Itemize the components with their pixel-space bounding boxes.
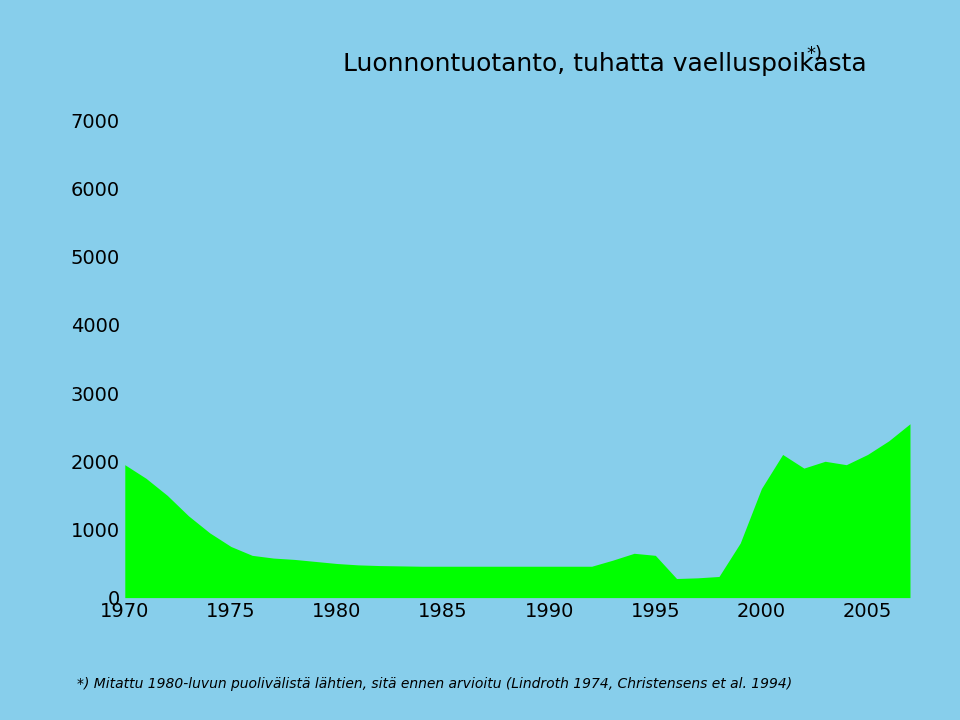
Text: *): *) [806, 45, 822, 63]
Text: Luonnontuotanto, tuhatta vaelluspoikasta: Luonnontuotanto, tuhatta vaelluspoikasta [343, 52, 866, 76]
Text: *) Mitattu 1980-luvun puolivälistä lähtien, sitä ennen arvioitu (Lindroth 1974, : *) Mitattu 1980-luvun puolivälistä lähti… [77, 678, 792, 691]
